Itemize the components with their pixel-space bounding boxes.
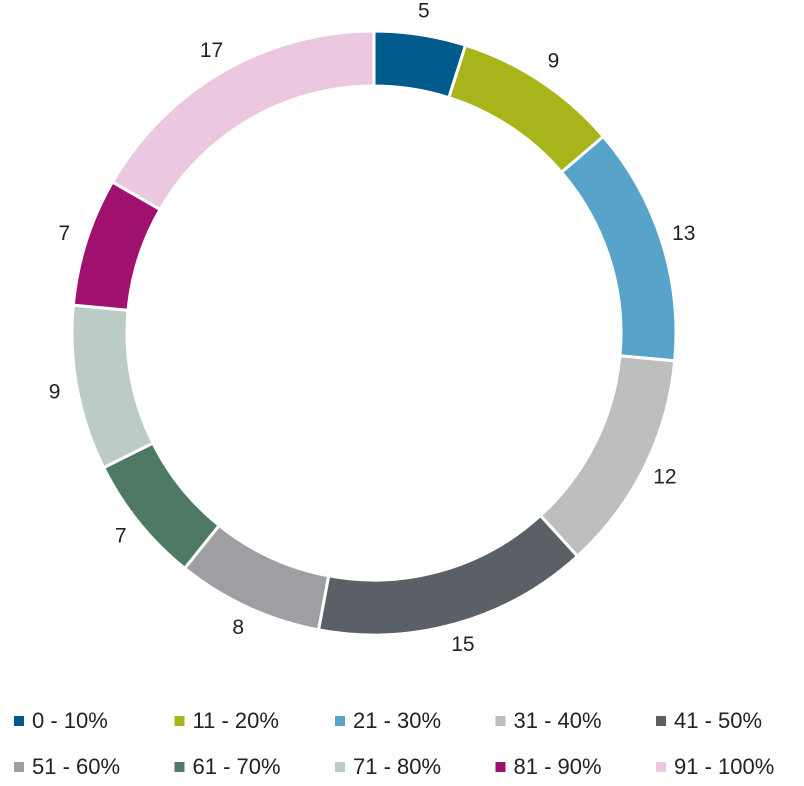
data-label: 7 [115, 524, 127, 547]
legend-swatch [335, 716, 345, 726]
legend-swatch [656, 716, 666, 726]
legend-label: 91 - 100% [674, 754, 774, 779]
donut-segment [70, 303, 155, 470]
donut-segment [110, 29, 376, 212]
donut-segment [316, 513, 580, 637]
data-label: 17 [200, 39, 223, 62]
data-label: 5 [418, 0, 430, 22]
data-label: 9 [548, 50, 560, 73]
legend-label: 31 - 40% [514, 708, 602, 733]
legend-label: 71 - 80% [353, 754, 441, 779]
data-label: 12 [653, 465, 676, 488]
legend-swatch [174, 716, 185, 726]
legend-swatch [495, 762, 506, 772]
donut-segment [446, 43, 606, 175]
legend-label: 61 - 70% [193, 754, 281, 779]
legend-label: 21 - 30% [353, 708, 441, 733]
legend-label: 81 - 90% [514, 754, 602, 779]
legend-swatch [14, 716, 24, 726]
legend-swatch [14, 762, 24, 772]
legend-swatch [656, 762, 666, 772]
donut-segment [538, 354, 677, 559]
data-label: 15 [451, 633, 474, 656]
legend-swatch [335, 762, 345, 772]
data-label: 9 [49, 380, 61, 403]
donut-segment [559, 134, 678, 363]
legend-label: 41 - 50% [674, 708, 762, 733]
legend-label: 11 - 20% [193, 708, 279, 733]
legend-label: 51 - 60% [32, 754, 120, 779]
data-label: 7 [58, 222, 70, 245]
data-label: 8 [232, 616, 244, 639]
data-label: 13 [672, 222, 695, 245]
legend-swatch [174, 762, 185, 772]
legend-swatch [495, 716, 506, 726]
legend-label: 0 - 10% [32, 708, 108, 733]
